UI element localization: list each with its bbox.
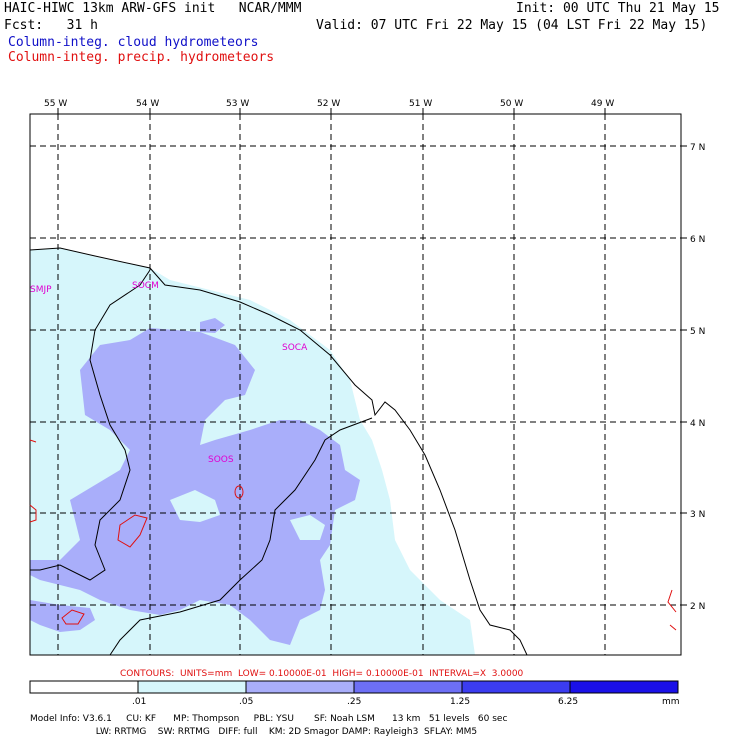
lat-label: 2 N: [690, 602, 705, 612]
precip-contour: [117, 514, 148, 548]
title-line-1: HAIC-HIWC 13km ARW-GFS init NCAR/MMM: [4, 1, 302, 16]
precip-contour: [234, 485, 244, 499]
lon-label: 51 W: [409, 99, 432, 109]
lon-label: 50 W: [500, 99, 523, 109]
model-info-line-1: Model Info: V3.6.1 CU: KF MP: Thompson P…: [30, 714, 507, 724]
lon-label: 52 W: [317, 99, 340, 109]
model-info-line-2: LW: RRTMG SW: RRTMG DIFF: full KM: 2D Sm…: [30, 727, 477, 737]
valid-time: Valid: 07 UTC Fri 22 May 15 (04 LST Fri …: [316, 18, 708, 33]
lon-label: 49 W: [591, 99, 614, 109]
lat-label: 6 N: [690, 235, 705, 245]
map-frame: [29, 113, 682, 656]
lon-label: 55 W: [44, 99, 67, 109]
coastline: [30, 247, 528, 655]
colorbar-unit: mm: [662, 697, 680, 707]
lat-label: 4 N: [690, 419, 705, 429]
border-left: [30, 269, 151, 581]
colorbar-tick: .25: [347, 697, 361, 707]
contours-info: CONTOURS: UNITS=mm LOW= 0.10000E-01 HIGH…: [120, 669, 524, 679]
precip-contour: [61, 609, 85, 625]
colorbar-tick: .01: [132, 697, 146, 707]
field-precip-label: Column-integ. precip. hydrometeors: [8, 50, 275, 65]
lon-label: 53 W: [226, 99, 249, 109]
cloud-hydrometeor-mid-area: [30, 328, 360, 645]
forecast-hour: Fcst: 31 h: [4, 18, 98, 33]
colorbar-tick: 1.25: [450, 697, 470, 707]
field-cloud-label: Column-integ. cloud hydrometeors: [8, 35, 259, 50]
station-label: SOCM: [132, 281, 159, 291]
colorbar-tick: 6.25: [558, 697, 578, 707]
border-right: [109, 417, 373, 655]
lat-label: 5 N: [690, 327, 705, 337]
lat-label: 3 N: [690, 510, 705, 520]
init-time: Init: 00 UTC Thu 21 May 15: [516, 1, 720, 16]
station-label: SOCA: [282, 343, 308, 353]
station-label: SMJP: [30, 285, 52, 295]
colorbar-tick: .05: [239, 697, 253, 707]
station-label: SOOS: [208, 455, 234, 465]
lon-label: 54 W: [136, 99, 159, 109]
colorbar: [29, 680, 679, 694]
lat-label: 7 N: [690, 143, 705, 153]
